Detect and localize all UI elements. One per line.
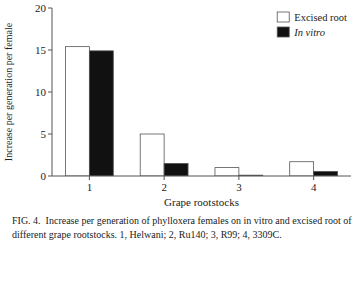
legend: Excised root In vitro	[277, 12, 347, 38]
x-tick	[89, 176, 90, 180]
y-tick	[48, 134, 52, 135]
y-tick-label: 0	[41, 170, 47, 182]
y-tick	[48, 92, 52, 93]
y-tick	[48, 176, 52, 177]
bar	[89, 51, 113, 176]
x-tick	[238, 176, 239, 180]
caption: FIG. 4. Increase per generation of phyll…	[12, 214, 352, 241]
x-axis-label: Grape rootstocks	[164, 196, 239, 208]
bar	[65, 47, 89, 176]
y-tick-label: 10	[35, 86, 47, 98]
legend-label: Excised root	[294, 12, 347, 23]
x-tick-label: 1	[87, 181, 93, 193]
x-tick-label: 3	[236, 181, 242, 193]
legend-label: In vitro	[293, 27, 325, 38]
y-tick-label: 5	[41, 128, 47, 140]
bar	[164, 163, 188, 176]
y-tick-label: 20	[35, 2, 47, 14]
x-axis-line	[52, 176, 351, 177]
bars	[65, 47, 337, 176]
bar	[140, 134, 164, 176]
bar	[215, 168, 239, 176]
annotation: FIG. 4. Increase per generation of phyll…	[12, 214, 352, 241]
y-tick-label: 15	[35, 44, 47, 56]
y-tick	[48, 50, 52, 51]
bar	[314, 171, 338, 176]
legend-swatch	[277, 12, 289, 22]
legend-swatch	[277, 27, 289, 37]
y-axis-label: Increase per generation per female	[3, 22, 14, 161]
x-tick	[164, 176, 165, 180]
x-tick-label: 2	[161, 181, 167, 193]
x-tick	[313, 176, 314, 180]
y-tick	[48, 8, 52, 9]
bar	[290, 162, 314, 176]
x-tick-label: 4	[311, 181, 317, 193]
